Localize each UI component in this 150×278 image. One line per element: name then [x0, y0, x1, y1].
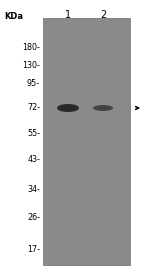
Text: 130-: 130- — [22, 61, 40, 70]
Text: 72-: 72- — [27, 103, 40, 113]
Text: 17-: 17- — [27, 244, 40, 254]
Bar — [43, 18, 130, 265]
Text: 55-: 55- — [27, 128, 40, 138]
Text: 34-: 34- — [27, 185, 40, 195]
Ellipse shape — [93, 105, 113, 111]
Text: 95-: 95- — [27, 80, 40, 88]
Ellipse shape — [57, 104, 79, 112]
Text: 1: 1 — [65, 10, 71, 20]
Text: 180-: 180- — [22, 43, 40, 53]
Text: 2: 2 — [100, 10, 106, 20]
Text: KDa: KDa — [4, 12, 23, 21]
Text: 26-: 26- — [27, 212, 40, 222]
Text: 43-: 43- — [27, 155, 40, 165]
